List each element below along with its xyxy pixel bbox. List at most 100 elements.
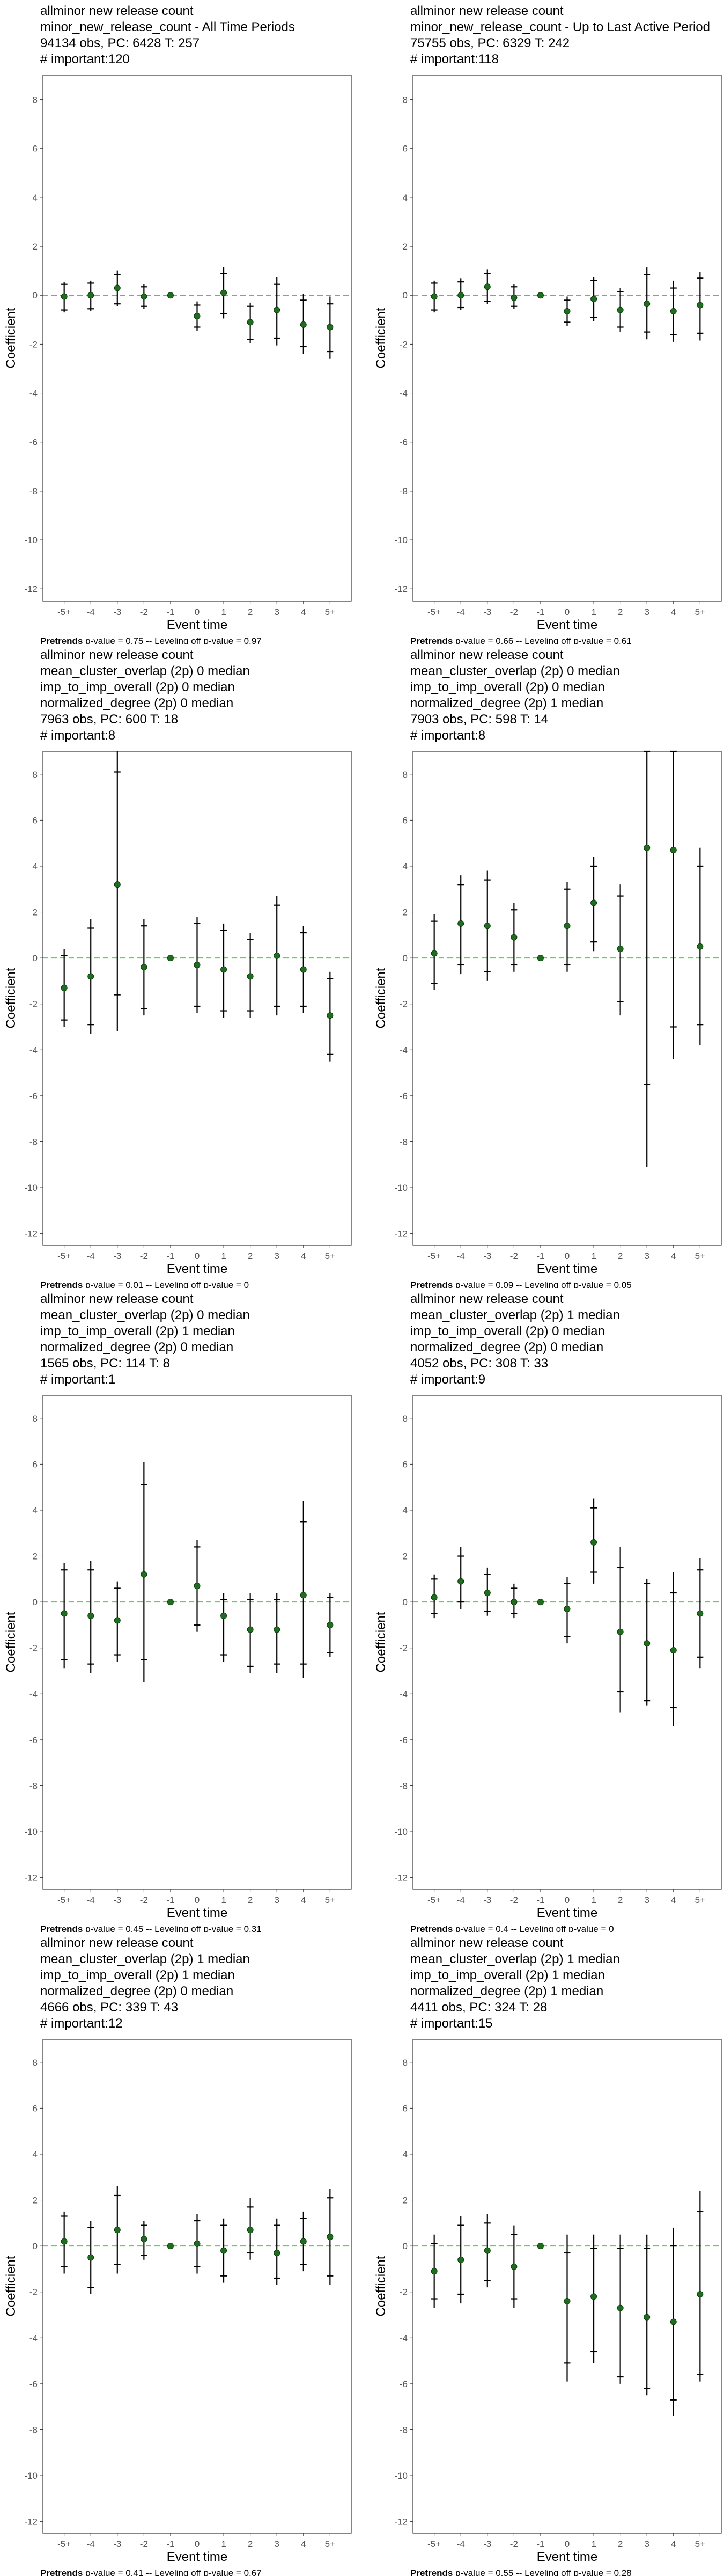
y-tick-label: -10 [394, 535, 408, 545]
x-tick-label: 1 [221, 2539, 226, 2549]
y-tick-label: -10 [394, 1827, 408, 1837]
coefficient-point [194, 1583, 201, 1590]
y-tick-label: -4 [400, 389, 408, 399]
chart-title-line: 7903 obs, PC: 598 T: 14 [410, 712, 548, 727]
pvalue-footer: Pretrends p-value = 0.4 -- Leveling off … [410, 1924, 614, 1932]
y-tick-label: -4 [29, 1689, 38, 1699]
y-tick-label: 8 [33, 1414, 38, 1424]
coefficient-point [511, 1599, 518, 1606]
y-tick-label: 4 [403, 193, 408, 203]
x-tick-label: 0 [565, 1895, 570, 1905]
y-tick-label: 6 [33, 2103, 38, 2113]
coefficient-point [327, 1012, 334, 1019]
x-tick-label: -2 [510, 1251, 518, 1261]
y-tick-label: -4 [29, 2333, 38, 2343]
y-tick-label: -10 [24, 1183, 38, 1193]
y-tick-label: 8 [403, 1414, 408, 1424]
y-tick-label: -12 [394, 2517, 408, 2527]
coefficient-point [511, 934, 518, 941]
x-tick-label: -1 [166, 607, 174, 617]
pvalue-text: p-value = 0.66 -- Leveling off p-value =… [453, 636, 631, 644]
chart-title-line: normalized_degree (2p) 0 median [40, 696, 233, 711]
chart-title-line: # important:15 [410, 2016, 492, 2031]
pvalue-text: p-value = 0.55 -- Leveling off p-value =… [453, 2568, 631, 2576]
chart-svg: allminor new release count mean_cluster_o… [374, 1292, 722, 1932]
x-tick-label: 4 [671, 607, 676, 617]
x-tick-label: 2 [248, 1895, 253, 1905]
coefficient-point [114, 2227, 121, 2234]
chart-title-line: # important:118 [410, 52, 499, 67]
y-tick-label: -2 [29, 339, 38, 349]
y-tick-label: 0 [403, 290, 408, 301]
chart-title-line: allminor new release count [410, 4, 564, 18]
y-tick-label: -12 [394, 1229, 408, 1239]
chart-title-line: normalized_degree (2p) 0 median [40, 1340, 233, 1355]
x-tick-label: -4 [457, 607, 465, 617]
y-tick-label: -2 [400, 1643, 408, 1653]
x-tick-label: 5+ [695, 1251, 705, 1261]
y-tick-label: 8 [33, 95, 38, 105]
x-tick-label: -5+ [427, 607, 441, 617]
y-tick-label: 4 [403, 2149, 408, 2160]
pvalue-footer: Pretrends p-value = 0.55 -- Leveling off… [410, 2568, 632, 2576]
chart-title-line: # important:8 [410, 728, 485, 743]
x-tick-label: -5+ [57, 1895, 71, 1905]
y-tick-label: 4 [33, 193, 38, 203]
pvalue-text: p-value = 0.4 -- Leveling off p-value = … [453, 1924, 614, 1932]
chart-title-line: 7963 obs, PC: 600 T: 18 [40, 712, 178, 727]
coefficient-point [327, 324, 334, 331]
x-tick-label: -4 [457, 1895, 465, 1905]
x-tick-label: -2 [140, 1251, 148, 1261]
x-tick-label: 4 [301, 607, 306, 617]
x-axis-title: Event time [537, 618, 597, 632]
pvalue-text: p-value = 0.75 -- Leveling off p-value =… [83, 636, 261, 644]
x-tick-label: -3 [483, 1251, 491, 1261]
coefficient-point [484, 2247, 491, 2254]
y-tick-label: -12 [24, 1873, 38, 1883]
y-tick-label: -12 [24, 2517, 38, 2527]
coefficient-point [431, 2268, 438, 2275]
y-tick-label: 6 [33, 1459, 38, 1469]
y-tick-label: 2 [33, 1552, 38, 1562]
coefficient-point [167, 1599, 174, 1606]
chart-title-line: normalized_degree (2p) 1 median [410, 696, 603, 711]
x-tick-label: 1 [591, 607, 596, 617]
y-tick-label: -12 [24, 1229, 38, 1239]
y-tick-label: 0 [403, 1597, 408, 1607]
x-tick-label: 2 [248, 607, 253, 617]
x-tick-label: -4 [457, 2539, 465, 2549]
y-tick-label: -12 [24, 584, 38, 594]
y-tick-label: -10 [394, 2471, 408, 2481]
x-tick-label: 5+ [325, 1895, 335, 1905]
coefficient-point [457, 292, 464, 299]
coefficient-point [114, 284, 121, 291]
x-tick-label: 4 [671, 1895, 676, 1905]
coefficient-point [114, 881, 121, 888]
coefficient-point [327, 2234, 334, 2240]
coefficient-point [274, 1626, 280, 1633]
coefficient-point [590, 296, 597, 303]
y-axis-title: Coefficient [374, 308, 388, 368]
chart-title-line: normalized_degree (2p) 0 median [40, 1984, 233, 1999]
x-tick-label: -1 [536, 1251, 544, 1261]
y-tick-label: -8 [29, 486, 38, 496]
x-tick-label: -4 [87, 2539, 95, 2549]
chart-title-line: # important:9 [410, 1372, 485, 1387]
coefficient-point [537, 292, 544, 299]
x-tick-label: -3 [483, 607, 491, 617]
y-tick-label: -8 [29, 1781, 38, 1791]
chart-title-line: 1565 obs, PC: 114 T: 8 [40, 1356, 170, 1371]
coefficient-point [457, 2256, 464, 2263]
pvalue-footer: Pretrends p-value = 0.45 -- Leveling off… [40, 1924, 262, 1932]
coefficient-point [220, 2247, 227, 2254]
x-tick-label: 0 [195, 607, 200, 617]
x-tick-label: -5+ [427, 1895, 441, 1905]
x-tick-label: 1 [591, 1895, 596, 1905]
y-tick-label: 8 [403, 95, 408, 105]
y-tick-label: 0 [403, 953, 408, 963]
y-tick-label: -10 [24, 535, 38, 545]
coefficient-point [590, 2293, 597, 2300]
coefficient-point [644, 1640, 651, 1647]
coefficient-point [511, 294, 518, 301]
pretrends-label: Pretrends [40, 636, 83, 644]
